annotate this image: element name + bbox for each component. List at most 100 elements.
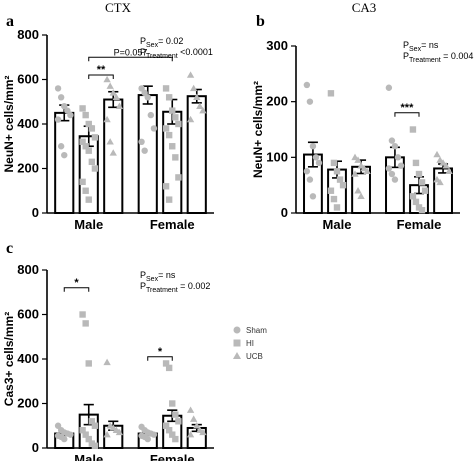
y-tick-label: 0 — [32, 440, 39, 455]
stats-sex: PSex= 0.02 — [140, 36, 183, 49]
stats-sex: PSex= ns — [403, 40, 439, 53]
significance-label: * — [158, 346, 163, 358]
data-point — [193, 422, 201, 429]
y-tick-label: 0 — [281, 205, 288, 220]
significance-label: ** — [97, 64, 106, 76]
bar — [433, 167, 453, 214]
y-tick-label: 0 — [32, 205, 39, 220]
data-point — [175, 418, 182, 425]
data-point — [144, 94, 151, 101]
significance-label: * — [74, 277, 79, 289]
data-point — [82, 143, 89, 150]
data-point — [112, 93, 121, 101]
y-axis-label: Cas3+ cells/mm² — [2, 312, 16, 406]
data-point — [391, 143, 399, 150]
stats-p: P — [403, 40, 409, 50]
data-point — [79, 311, 86, 318]
data-point — [61, 103, 68, 110]
data-point — [57, 94, 65, 101]
data-point — [162, 422, 170, 429]
x-tick-label: Female — [150, 452, 195, 461]
data-point — [189, 415, 198, 422]
data-point — [312, 154, 320, 161]
data-point — [115, 102, 124, 109]
data-point — [303, 168, 311, 175]
data-point — [103, 75, 111, 83]
data-point — [85, 120, 92, 128]
data-point — [79, 138, 86, 145]
data-point — [61, 435, 68, 443]
data-point — [169, 431, 176, 438]
data-point — [141, 89, 148, 97]
data-point — [330, 195, 338, 203]
data-point — [172, 411, 179, 418]
x-tick-label: Female — [150, 217, 195, 232]
data-point — [54, 422, 62, 429]
data-point — [115, 428, 124, 436]
data-point — [88, 125, 96, 132]
data-point — [315, 159, 323, 167]
data-point — [88, 158, 96, 166]
legend-marker — [233, 326, 241, 334]
data-point — [67, 111, 74, 119]
data-point — [162, 183, 170, 190]
data-point — [109, 89, 117, 96]
data-point — [306, 98, 314, 105]
y-tick-label: 300 — [266, 38, 288, 53]
data-point — [327, 90, 335, 97]
data-point — [106, 82, 114, 89]
data-point — [147, 111, 155, 119]
data-point — [165, 427, 173, 434]
y-tick-label: 200 — [266, 94, 288, 109]
legend-marker — [233, 339, 241, 347]
data-point — [57, 143, 65, 150]
data-point — [421, 187, 429, 194]
panel-title: CTX — [105, 0, 132, 15]
data-point — [162, 125, 170, 132]
data-point — [363, 167, 371, 175]
data-point — [91, 165, 99, 172]
data-point — [162, 85, 170, 92]
y-tick-label: 100 — [266, 149, 288, 164]
legend-label: Sham — [246, 326, 267, 335]
data-point — [109, 149, 117, 156]
data-point — [91, 442, 99, 449]
data-point — [199, 428, 207, 436]
data-point — [79, 178, 86, 186]
data-point — [330, 159, 338, 167]
data-point — [394, 154, 402, 161]
data-point — [418, 207, 426, 214]
stats-subscript: Sex — [409, 46, 422, 53]
legend-label: UCB — [246, 352, 263, 361]
data-point — [385, 165, 393, 172]
significance-label: P=0.057 — [114, 47, 148, 57]
data-point — [186, 430, 195, 438]
panel-c: c 0 200 400 600 800 Cas3+ cells/mm² Male Female *… — [2, 240, 267, 461]
data-point — [172, 114, 179, 121]
data-point — [103, 115, 111, 123]
data-point — [412, 198, 420, 206]
data-point — [436, 178, 444, 186]
y-axis-label: NeuN+ cells/mm² — [251, 81, 265, 178]
x-tick-label: Female — [397, 217, 442, 232]
data-point — [162, 360, 170, 367]
data-point — [309, 193, 317, 200]
stats-p: P — [403, 51, 409, 61]
significance-bracket — [63, 287, 90, 292]
data-point — [436, 156, 444, 163]
data-point — [433, 175, 441, 183]
data-point — [415, 170, 423, 178]
panel-label: a — [6, 13, 14, 30]
stats-subscript: Treatment — [409, 57, 441, 64]
data-point — [61, 151, 68, 159]
data-point — [360, 164, 368, 172]
data-point — [169, 400, 176, 407]
data-point — [303, 81, 311, 89]
data-point — [175, 120, 182, 128]
data-point — [193, 93, 201, 101]
data-point — [144, 435, 151, 443]
data-point — [79, 427, 86, 434]
stats-subscript: Treatment — [146, 287, 178, 294]
stats-value: = 0.02 — [158, 36, 183, 46]
y-tick-label: 400 — [17, 351, 39, 366]
